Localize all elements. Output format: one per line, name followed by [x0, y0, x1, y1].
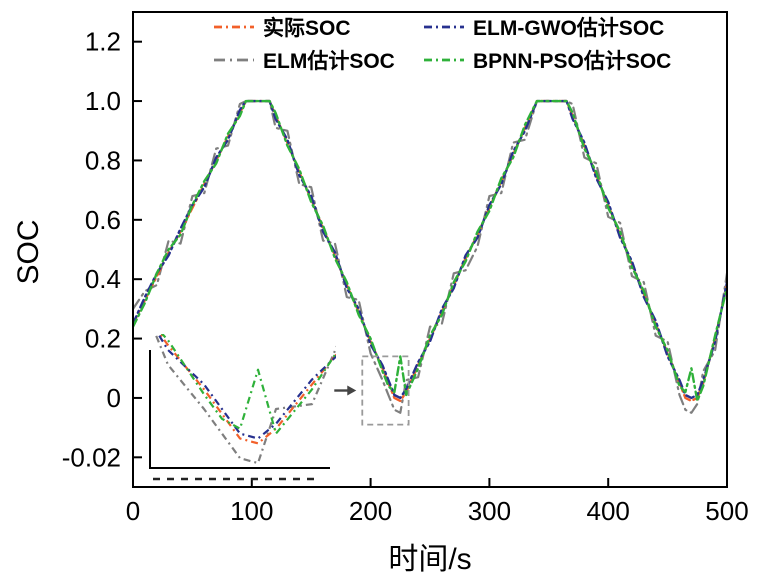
chart-legend: 实际SOC ELM-GWO估计SOC ELM估计SOC BPNN-PSO估计SOC [213, 12, 671, 75]
inset-series-line-bpnn_pso [160, 334, 336, 435]
plot-frame [132, 11, 728, 488]
legend-label-elm: ELM估计SOC [263, 50, 395, 73]
y-tick-label: 0.4 [85, 264, 121, 294]
inset-series-group [154, 334, 336, 465]
x-tick-label: 300 [468, 496, 511, 526]
legend-line-sample-actual [214, 25, 254, 29]
legend-line-sample-elm_gwo [424, 25, 464, 29]
y-axis-title: SOC [12, 219, 45, 285]
legend-item-bpnn_pso: BPNN-PSO估计SOC [423, 45, 671, 75]
x-tick-label: 200 [349, 496, 392, 526]
zoom-region-rect [361, 355, 410, 426]
x-tick-label: 100 [230, 496, 273, 526]
x-tick-label: 0 [126, 496, 140, 526]
y-tick-label: 1.0 [85, 86, 121, 116]
y-tick-label: 0.8 [85, 145, 121, 175]
legend-item-elm_gwo: ELM-GWO估计SOC [423, 12, 671, 42]
series-line-bpnn_pso [134, 99, 726, 403]
legend-line-sample-elm [214, 58, 254, 62]
legend-line-sample-bpnn_pso [424, 58, 464, 62]
series-group [134, 99, 726, 414]
x-tick-label: 400 [587, 496, 630, 526]
x-tick-label: 500 [705, 496, 748, 526]
y-tick-label: 0.2 [85, 324, 121, 354]
y-tick-label: 0 [107, 383, 121, 413]
zoom-arrow-head-icon [347, 385, 357, 396]
legend-label-bpnn_pso: BPNN-PSO估计SOC [473, 50, 672, 73]
legend-item-actual: 实际SOC [213, 12, 411, 42]
legend-label-actual: 实际SOC [263, 17, 351, 40]
y-tick-label: 1.2 [85, 27, 121, 57]
y-tick-label: 0.6 [85, 205, 121, 235]
legend-item-elm: ELM估计SOC [213, 45, 411, 75]
x-axis-title: 时间/s [388, 543, 472, 576]
legend-label-elm_gwo: ELM-GWO估计SOC [473, 17, 665, 40]
inset-axes [149, 350, 330, 469]
y-tick-label: -0.02 [62, 442, 121, 472]
